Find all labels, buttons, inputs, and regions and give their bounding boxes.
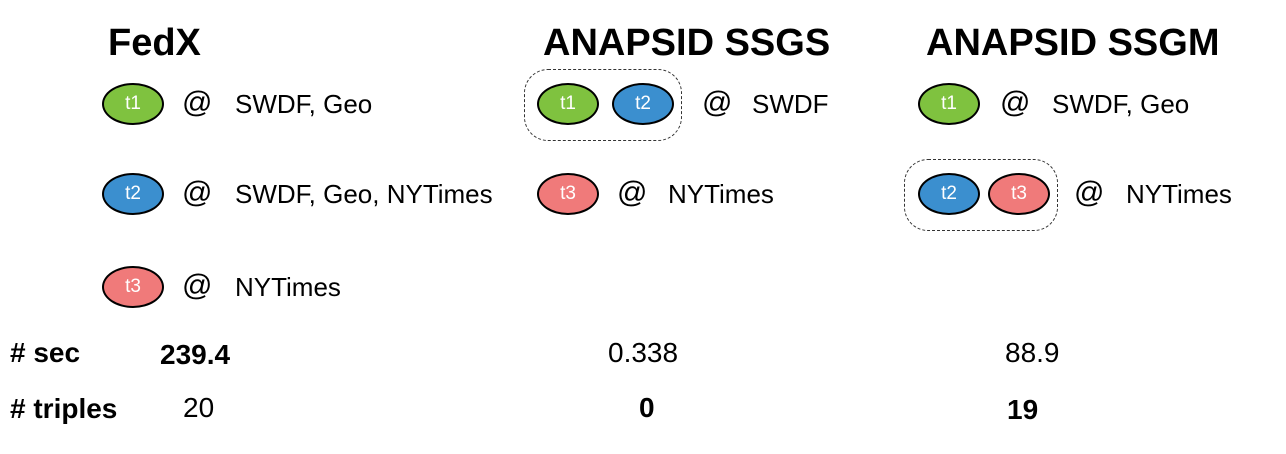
triples-label: # triples [10, 393, 118, 424]
sources-label: NYTimes [235, 272, 341, 302]
triple-t3-node: t3 [537, 173, 599, 215]
fedx-title: FedX [108, 22, 201, 64]
sec-label: # sec [10, 337, 81, 368]
ssgm-sec-value: 88.9 [1005, 337, 1060, 368]
ssgs-triples-value: 0 [639, 392, 655, 423]
triple-t3-node: t3 [988, 173, 1050, 215]
triple-t1-node: t1 [102, 83, 164, 125]
fedx-sec-value: 239.4 [160, 339, 231, 370]
sources-label: NYTimes [1126, 179, 1232, 209]
star-group-box [904, 159, 1058, 231]
at-symbol: @ [1000, 86, 1031, 119]
triple-t2-node: t2 [918, 173, 980, 215]
fedx-triples-value: 20 [183, 392, 215, 423]
sources-label: SWDF, Geo, NYTimes [235, 179, 493, 209]
at-symbol: @ [182, 269, 213, 302]
sources-label: SWDF, Geo [1052, 89, 1190, 119]
ssgm-triples-value: 19 [1007, 394, 1039, 425]
triple-t3-node: t3 [102, 266, 164, 308]
triple-t2-node: t2 [612, 83, 674, 125]
triple-t1-node: t1 [537, 83, 599, 125]
ssgs-title: ANAPSID SSGS [543, 22, 831, 64]
at-symbol: @ [702, 86, 733, 119]
sources-label: SWDF, Geo [235, 89, 373, 119]
triple-t2-node: t2 [102, 173, 164, 215]
at-symbol: @ [1074, 176, 1105, 209]
at-symbol: @ [182, 176, 213, 209]
sources-label: SWDF [752, 89, 829, 119]
star-group-box [524, 69, 682, 141]
triple-t1-node: t1 [918, 83, 980, 125]
at-symbol: @ [182, 86, 213, 119]
ssgm-title: ANAPSID SSGM [926, 22, 1220, 64]
sources-label: NYTimes [668, 179, 774, 209]
ssgs-sec-value: 0.338 [608, 337, 679, 368]
at-symbol: @ [617, 176, 648, 209]
